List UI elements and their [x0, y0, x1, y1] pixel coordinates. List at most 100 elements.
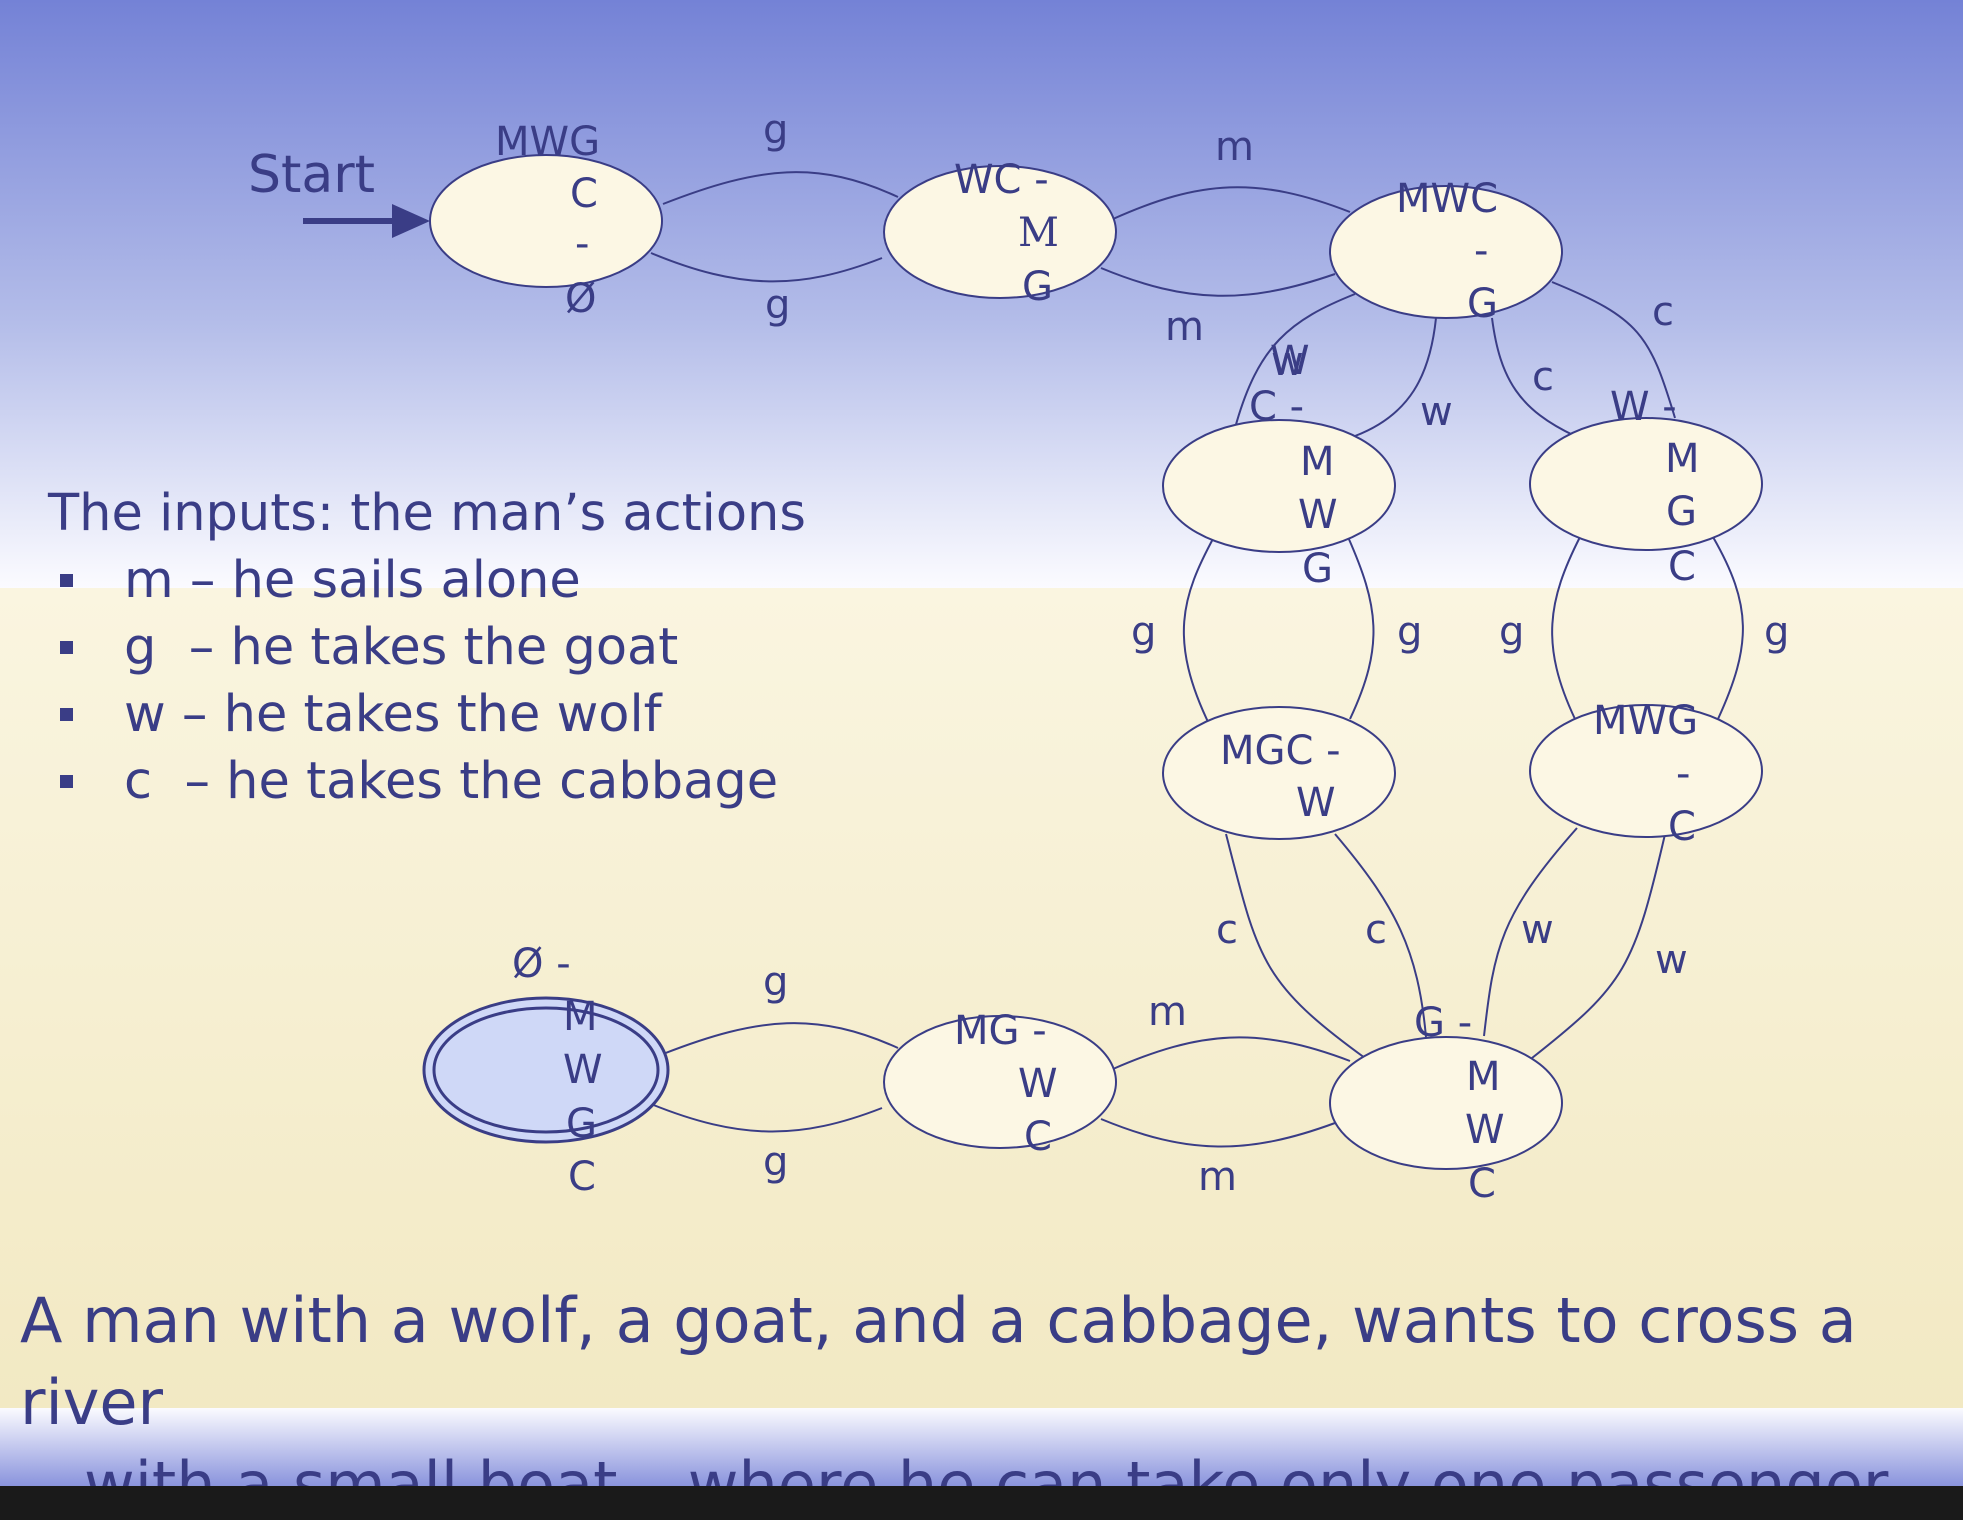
edge-s7-s8 [1112, 1036, 1351, 1070]
state-s5: MGC - W [1162, 706, 1396, 840]
caption-line-1: A man with a wolf, a goat, and a cabbage… [20, 1284, 1857, 1439]
state-s6-line: - [1676, 751, 1690, 797]
edge-s2-s1 [1100, 267, 1336, 297]
state-s1-line: G [1022, 264, 1053, 310]
edge-s1-s0 [650, 252, 883, 283]
state-s9-line: Ø - [512, 941, 571, 987]
bottom-bar [0, 1486, 1963, 1520]
inputs-item-label: w – he takes the wolf [124, 685, 662, 744]
state-s7-line: W [1465, 1107, 1505, 1153]
state-s8-line: W [1018, 1061, 1058, 1107]
state-s7-line: C [1468, 1161, 1496, 1207]
edge-label: c [1532, 354, 1554, 400]
state-s6-line: C [1668, 804, 1696, 850]
state-s9-line: G [566, 1101, 597, 1147]
edge-label: c [1216, 907, 1238, 953]
edge-label: g [763, 1139, 788, 1185]
state-s8: MG - W C [883, 1008, 1117, 1160]
state-s7-line: G - [1414, 1000, 1472, 1046]
inputs-item-label: m – he sails alone [124, 551, 581, 610]
state-s9-line: M [563, 994, 598, 1040]
edge-label: w [1420, 389, 1453, 435]
bullet-icon [60, 775, 73, 788]
state-s8-line: C [1024, 1114, 1052, 1160]
edge-s7-s5 [1334, 833, 1427, 1038]
state-s9-final: Ø - M W G C [422, 941, 670, 1200]
state-s2-line: - [1474, 228, 1488, 274]
state-s2-line: G [1467, 281, 1498, 327]
edge-s5-s3 [1347, 536, 1375, 720]
edge-label: w [1271, 339, 1304, 385]
edge-label: m [1148, 989, 1187, 1035]
edge-s8-s7 [1100, 1118, 1336, 1148]
state-s4-line: M [1665, 436, 1700, 482]
inputs-item-c: c – he takes the cabbage [48, 748, 806, 815]
edge-label: c [1652, 289, 1674, 335]
edge-s9-s8 [650, 1103, 883, 1133]
edge-label: m [1165, 304, 1204, 350]
state-s3-line: W [1270, 338, 1310, 384]
state-s3: W C - M W G [1162, 338, 1396, 592]
edge-s7-s6 [1531, 829, 1667, 1059]
state-s3-line: W [1298, 492, 1338, 538]
bullet-icon [60, 574, 73, 587]
bullet-icon [60, 641, 73, 654]
inputs-item-m: m – he sails alone [48, 547, 806, 614]
inputs-item-g: g – he takes the goat [48, 614, 806, 681]
start-arrow-head [392, 204, 430, 238]
state-s2-line: MWC [1396, 176, 1498, 222]
state-s3-line: C - [1249, 384, 1304, 430]
edge-label: g [1131, 609, 1156, 655]
state-s8-line: MG - [954, 1008, 1047, 1054]
edge-label: c [1365, 907, 1387, 953]
state-s3-line: M [1300, 439, 1335, 485]
edge-s3-s2 [1354, 317, 1437, 437]
state-s9-line: C [568, 1154, 596, 1200]
bullet-icon [60, 708, 73, 721]
inputs-item-label: g – he takes the goat [124, 618, 679, 677]
edge-label: w [1521, 907, 1554, 953]
state-s5-line: W [1296, 780, 1336, 826]
edge-label: g [1499, 609, 1524, 655]
state-s0-line: - [575, 221, 589, 267]
state-s6: MWG - C [1529, 698, 1763, 850]
state-s0: MWG C - Ø [429, 119, 663, 322]
edge-s6-s7 [1483, 827, 1578, 1037]
edge-label: g [1397, 609, 1422, 655]
edge-label: m [1198, 1154, 1237, 1200]
inputs-legend: The inputs: the man’s actions m – he sai… [48, 480, 806, 815]
edge-s3-s5 [1182, 536, 1215, 727]
start-label: Start [248, 145, 375, 205]
inputs-title: The inputs: the man’s actions [48, 484, 806, 543]
state-s4-line: C [1668, 544, 1696, 590]
edge-s8-s9 [662, 1022, 899, 1055]
edge-s5-s7 [1225, 833, 1366, 1059]
state-s2: MWC - G [1329, 176, 1563, 327]
state-s3-line: G [1302, 546, 1333, 592]
edge-s2-s4 [1491, 317, 1576, 437]
state-s7-line: M [1466, 1054, 1501, 1100]
edge-label: g [1764, 609, 1789, 655]
edge-s4-s6 [1551, 536, 1581, 720]
state-s0-line: MWG [495, 119, 600, 165]
state-s9-line: W [563, 1047, 603, 1093]
state-s4-line: W - [1610, 384, 1677, 430]
state-s0-line: Ø [565, 276, 596, 322]
state-s7: G - M W C [1329, 1000, 1563, 1207]
state-s1: WC - M G [883, 157, 1117, 310]
edge-label: g [765, 282, 790, 328]
state-s6-line: MWG [1593, 698, 1698, 744]
edge-label: w [1655, 937, 1688, 983]
edge-label: g [763, 107, 788, 153]
edge-s4-s2 [1551, 281, 1676, 419]
edge-s1-s2 [1112, 186, 1351, 220]
state-s1-line: M [1018, 210, 1059, 256]
state-s5-line: MGC - [1220, 728, 1341, 774]
edge-label: m [1215, 124, 1254, 170]
edge-label: g [763, 959, 788, 1005]
inputs-item-w: w – he takes the wolf [48, 681, 806, 748]
state-s1-line: WC - [954, 157, 1049, 203]
edge-s0-s1 [662, 171, 899, 205]
state-s0-line: C [570, 171, 598, 217]
edge-s2-s3 [1234, 293, 1356, 429]
